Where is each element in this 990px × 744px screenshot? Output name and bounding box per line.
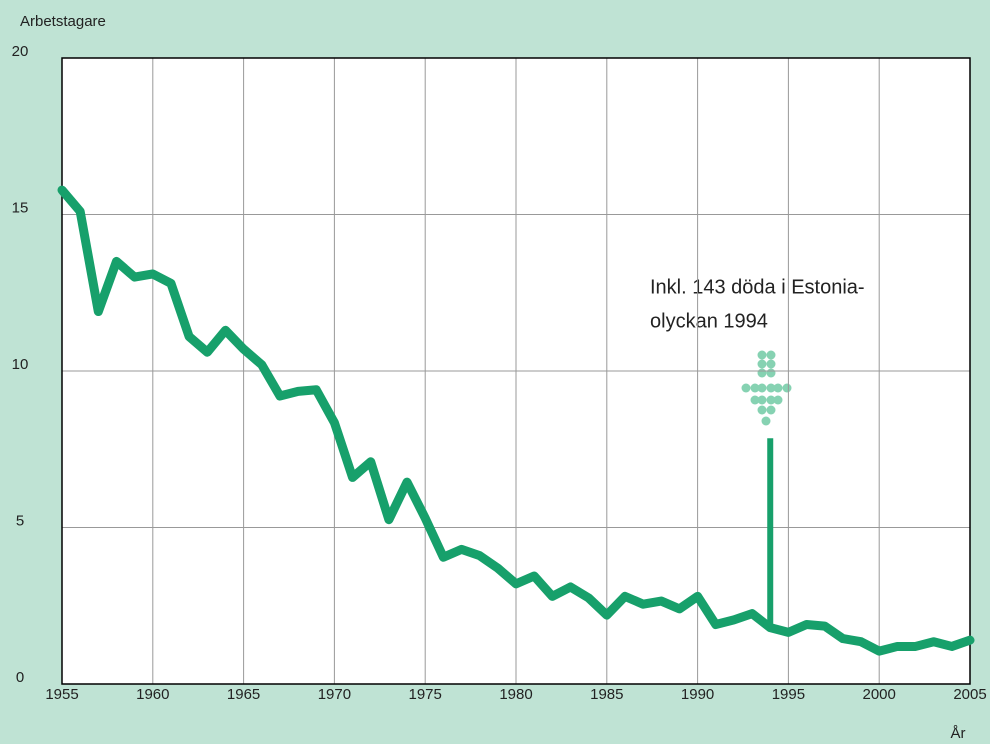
x-axis-label: År <box>951 725 966 742</box>
y-tick-label: 20 <box>12 43 29 60</box>
y-tick-label: 0 <box>16 669 24 686</box>
y-tick-label: 5 <box>16 512 24 529</box>
x-tick-label: 1975 <box>409 686 442 703</box>
annotation: Inkl. 143 döda i Estonia- <box>650 276 865 298</box>
x-tick-label: 2000 <box>863 686 896 703</box>
annotation: olyckan 1994 <box>650 310 768 332</box>
y-axis-label: Arbetstagare <box>20 13 106 30</box>
x-tick-label: 1980 <box>499 686 532 703</box>
x-tick-label: 1960 <box>136 686 169 703</box>
x-tick-label: 1970 <box>318 686 351 703</box>
x-tick-label: 1995 <box>772 686 805 703</box>
x-tick-label: 1955 <box>45 686 78 703</box>
y-tick-label: 10 <box>12 356 29 373</box>
x-tick-label: 1990 <box>681 686 714 703</box>
y-tick-label: 15 <box>12 199 29 216</box>
x-tick-label: 1965 <box>227 686 260 703</box>
x-tick-label: 2005 <box>953 686 986 703</box>
x-tick-label: 1985 <box>590 686 623 703</box>
line <box>57 185 975 656</box>
plot-border <box>61 57 971 685</box>
